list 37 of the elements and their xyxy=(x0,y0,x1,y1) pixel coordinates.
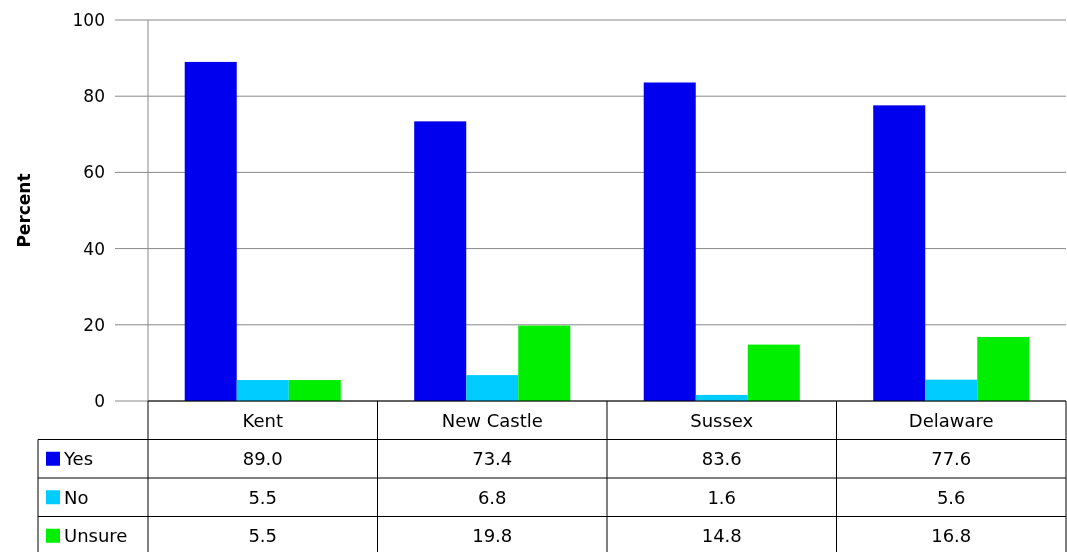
y-tick-label: 20 xyxy=(83,314,105,335)
y-tick-label: 60 xyxy=(83,162,105,183)
data-label: 14.8 xyxy=(701,525,742,547)
data-label: 89.0 xyxy=(242,448,283,470)
data-label: 6.8 xyxy=(477,486,507,508)
data-label: 83.6 xyxy=(701,448,742,470)
y-tick-label: 80 xyxy=(83,86,105,107)
bar xyxy=(977,336,1030,401)
y-tick-label: 100 xyxy=(72,10,105,30)
bar xyxy=(236,380,289,401)
data-label: 19.8 xyxy=(472,525,513,547)
y-axis-title: Percent xyxy=(14,173,34,248)
bar xyxy=(466,375,519,401)
bar xyxy=(518,325,571,401)
bar xyxy=(925,379,978,401)
data-label: 5.5 xyxy=(248,486,278,508)
x-tick-label: Delaware xyxy=(908,409,994,431)
data-label: 16.8 xyxy=(931,525,972,547)
bar xyxy=(288,380,341,401)
data-label: 5.5 xyxy=(248,525,278,547)
legend-label: No xyxy=(64,486,89,508)
data-label: 1.6 xyxy=(707,486,737,508)
legend-label: Unsure xyxy=(64,525,128,547)
bar xyxy=(414,121,467,401)
y-tick-label: 0 xyxy=(94,391,105,411)
x-tick-label: New Castle xyxy=(441,409,543,431)
x-tick-label: Sussex xyxy=(690,409,754,431)
legend-label: Yes xyxy=(63,448,94,470)
x-tick-label: Kent xyxy=(242,409,283,431)
bar xyxy=(873,105,926,401)
y-tick-label: 40 xyxy=(83,238,105,259)
bar xyxy=(747,344,800,401)
data-label: 77.6 xyxy=(931,448,972,470)
data-label: 73.4 xyxy=(472,448,513,470)
bar xyxy=(643,82,696,401)
bar xyxy=(184,61,237,401)
data-label: 5.6 xyxy=(936,486,966,508)
